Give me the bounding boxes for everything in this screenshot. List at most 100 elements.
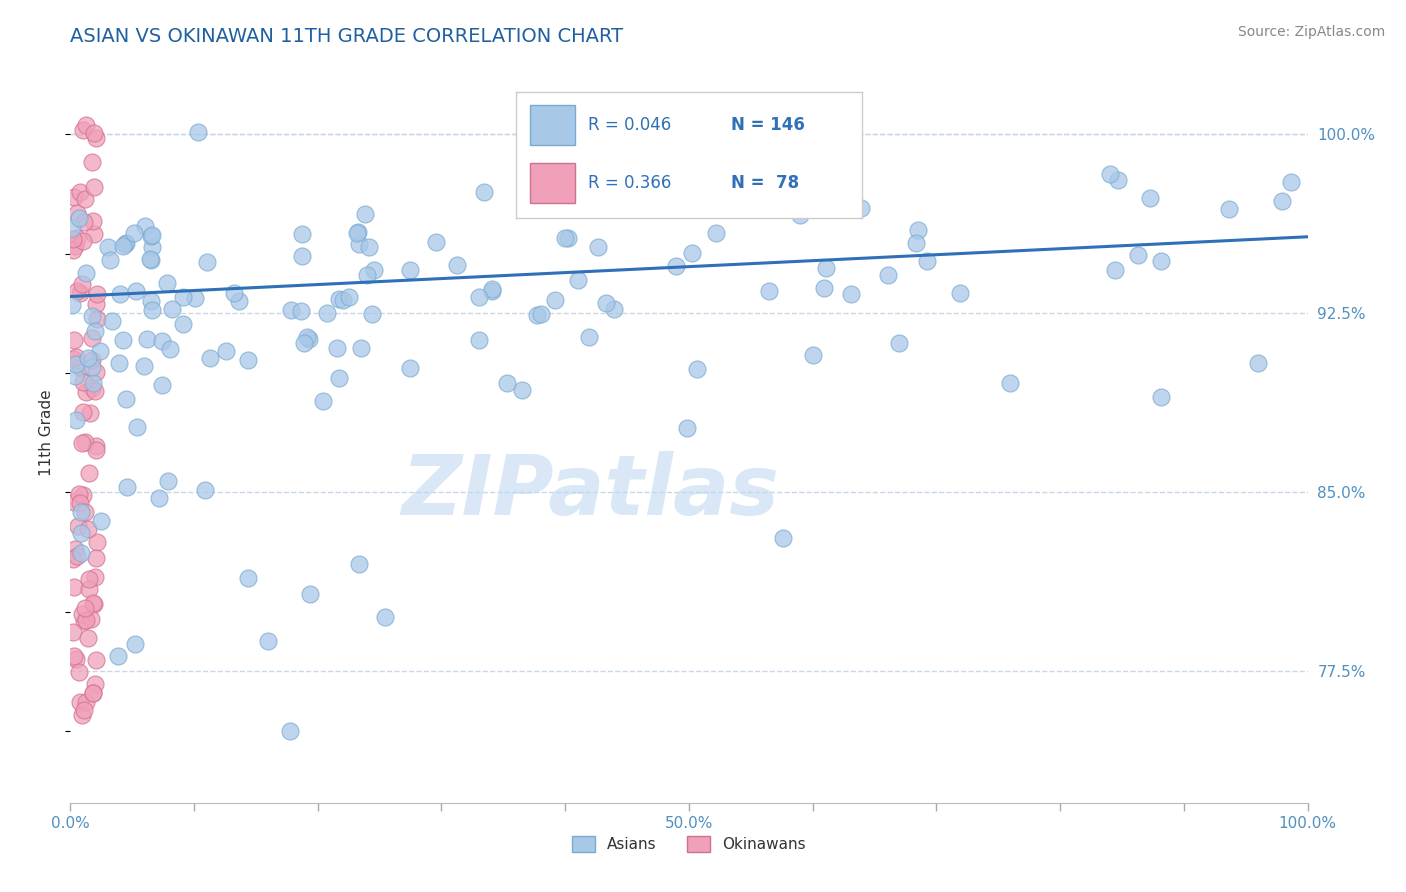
Point bbox=[350, 341, 373, 355]
Point bbox=[77, 466, 100, 480]
Point bbox=[141, 302, 163, 317]
Point bbox=[557, 231, 579, 245]
Point bbox=[73, 703, 96, 717]
Point bbox=[86, 287, 108, 301]
Point bbox=[75, 118, 97, 132]
Point bbox=[704, 226, 727, 240]
Point bbox=[82, 360, 104, 375]
Text: Source: ZipAtlas.com: Source: ZipAtlas.com bbox=[1237, 25, 1385, 39]
Point bbox=[67, 487, 90, 501]
Point bbox=[84, 130, 107, 145]
Point bbox=[510, 383, 533, 397]
Point bbox=[80, 330, 103, 344]
Point bbox=[62, 232, 84, 246]
Point bbox=[148, 491, 170, 505]
Point bbox=[83, 324, 105, 338]
Point bbox=[681, 246, 703, 260]
Point bbox=[127, 420, 149, 434]
Point bbox=[801, 348, 824, 362]
Point bbox=[600, 177, 623, 191]
Point bbox=[86, 534, 108, 549]
Point bbox=[115, 480, 138, 494]
Point bbox=[82, 686, 104, 700]
Point bbox=[814, 260, 837, 275]
Point bbox=[66, 284, 89, 298]
Point bbox=[122, 226, 145, 240]
Point bbox=[98, 253, 121, 268]
Point bbox=[567, 273, 589, 287]
Point bbox=[67, 665, 90, 680]
Point bbox=[62, 351, 84, 366]
Point bbox=[82, 595, 104, 609]
Point bbox=[82, 686, 104, 700]
Point bbox=[686, 362, 709, 376]
Point bbox=[69, 695, 91, 709]
Point bbox=[79, 406, 101, 420]
Point bbox=[69, 496, 91, 510]
Point bbox=[949, 285, 972, 300]
Point bbox=[63, 333, 86, 347]
Point bbox=[82, 310, 104, 324]
Point bbox=[360, 307, 382, 321]
Point bbox=[66, 206, 89, 220]
Point bbox=[292, 336, 315, 351]
Point bbox=[141, 227, 163, 242]
Point bbox=[82, 155, 104, 169]
Point bbox=[65, 651, 87, 665]
Point bbox=[353, 207, 375, 221]
Point bbox=[156, 276, 179, 290]
Point bbox=[325, 341, 347, 355]
Point bbox=[214, 343, 236, 358]
Point bbox=[75, 613, 97, 627]
Point bbox=[72, 376, 94, 390]
Point bbox=[595, 295, 617, 310]
Point bbox=[554, 231, 576, 245]
Point bbox=[758, 284, 780, 298]
Point bbox=[70, 436, 93, 450]
Point bbox=[346, 225, 368, 239]
Point bbox=[63, 580, 86, 594]
Point bbox=[359, 239, 381, 253]
Point bbox=[75, 505, 97, 519]
Point bbox=[72, 487, 94, 501]
Point bbox=[73, 614, 96, 628]
Point bbox=[141, 240, 163, 254]
Point bbox=[75, 266, 97, 280]
Point bbox=[183, 291, 205, 305]
Point bbox=[315, 306, 337, 320]
Point bbox=[665, 260, 688, 274]
Point bbox=[238, 571, 260, 585]
Point bbox=[425, 235, 447, 249]
Point bbox=[1149, 390, 1171, 404]
Point bbox=[363, 263, 385, 277]
Point bbox=[66, 231, 89, 245]
Point bbox=[398, 263, 420, 277]
Point bbox=[134, 359, 156, 374]
Point bbox=[69, 546, 91, 560]
Point bbox=[257, 634, 280, 648]
Point bbox=[139, 252, 162, 266]
Point bbox=[62, 243, 84, 257]
Point bbox=[83, 227, 105, 241]
Point bbox=[295, 330, 318, 344]
Point bbox=[100, 314, 122, 328]
Point bbox=[222, 285, 245, 300]
Point bbox=[228, 294, 250, 309]
Point bbox=[63, 239, 86, 253]
Point bbox=[481, 284, 503, 298]
Legend: Asians, Okinawans: Asians, Okinawans bbox=[565, 830, 813, 858]
Point bbox=[114, 237, 136, 252]
Point bbox=[77, 632, 100, 646]
Point bbox=[63, 541, 86, 556]
Point bbox=[124, 637, 146, 651]
Point bbox=[468, 290, 491, 304]
Y-axis label: 11th Grade: 11th Grade bbox=[39, 389, 55, 476]
Point bbox=[917, 254, 939, 268]
Point bbox=[70, 708, 93, 723]
Point bbox=[172, 290, 194, 304]
Point bbox=[328, 371, 350, 385]
Point bbox=[481, 282, 503, 296]
Point bbox=[236, 353, 259, 368]
Point bbox=[70, 526, 93, 541]
Point bbox=[86, 312, 108, 326]
